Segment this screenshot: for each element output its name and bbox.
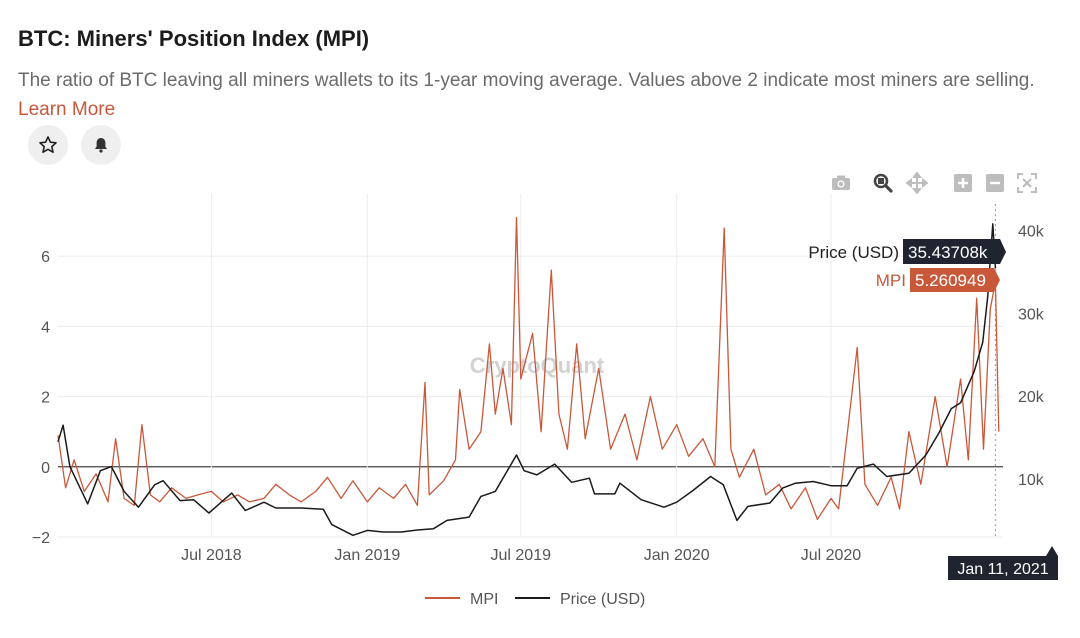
page-description: The ratio of BTC leaving all miners wall… — [18, 66, 1038, 124]
x-tick-label: Jul 2019 — [491, 547, 552, 564]
y-right-tick-label: 20k — [1018, 389, 1045, 406]
hover-price-label: Price (USD) — [808, 243, 899, 262]
y-left-tick-label: −2 — [32, 530, 50, 547]
y-left-tick-label: 0 — [41, 460, 50, 477]
x-tick-label: Jul 2020 — [801, 547, 862, 564]
y-right-tick-label: 40k — [1018, 224, 1045, 241]
y-right-tick-label: 30k — [1018, 306, 1045, 323]
hover-mpi-value: 5.260949 — [915, 271, 986, 290]
y-right-tick-label: 10k — [1018, 472, 1045, 489]
zoom-out-icon[interactable] — [984, 172, 1006, 194]
price-line — [57, 223, 997, 537]
zoom-in-icon[interactable] — [952, 172, 974, 194]
x-tick-label: Jul 2018 — [181, 547, 242, 564]
hover-mpi-label: MPI — [876, 271, 906, 290]
learn-more-link[interactable]: Learn More — [18, 99, 116, 120]
page-title: BTC: Miners' Position Index (MPI) — [18, 26, 370, 51]
mpi-line — [57, 216, 1000, 521]
watermark: CryptoQuant — [470, 353, 605, 378]
hover-mpi-box — [910, 268, 1000, 292]
y-left-tick-label: 2 — [41, 390, 50, 407]
y-left-tick-label: 4 — [41, 319, 50, 336]
legend: MPI Price (USD) — [425, 591, 645, 608]
hover-date: Jan 11, 2021 — [957, 561, 1048, 578]
pan-icon[interactable] — [905, 171, 929, 195]
x-tick-label: Jan 2020 — [644, 547, 710, 564]
y-left-tick-label: 6 — [41, 249, 50, 266]
autoscale-icon[interactable] — [1016, 172, 1038, 194]
x-tick-label: Jan 2019 — [334, 547, 400, 564]
hover-price-value: 35.43708k — [908, 243, 988, 262]
hover-date-box — [948, 546, 1058, 580]
legend-mpi-label: MPI — [470, 591, 498, 608]
favorite-button[interactable] — [28, 125, 68, 165]
legend-price-label: Price (USD) — [560, 591, 645, 608]
bell-icon — [95, 138, 107, 153]
alert-button[interactable] — [81, 125, 121, 165]
hover-price-box — [903, 239, 1006, 264]
camera-icon[interactable] — [830, 172, 852, 194]
star-icon — [39, 136, 57, 153]
zoom-icon[interactable] — [872, 172, 894, 194]
description-text: The ratio of BTC leaving all miners wall… — [18, 70, 1035, 91]
